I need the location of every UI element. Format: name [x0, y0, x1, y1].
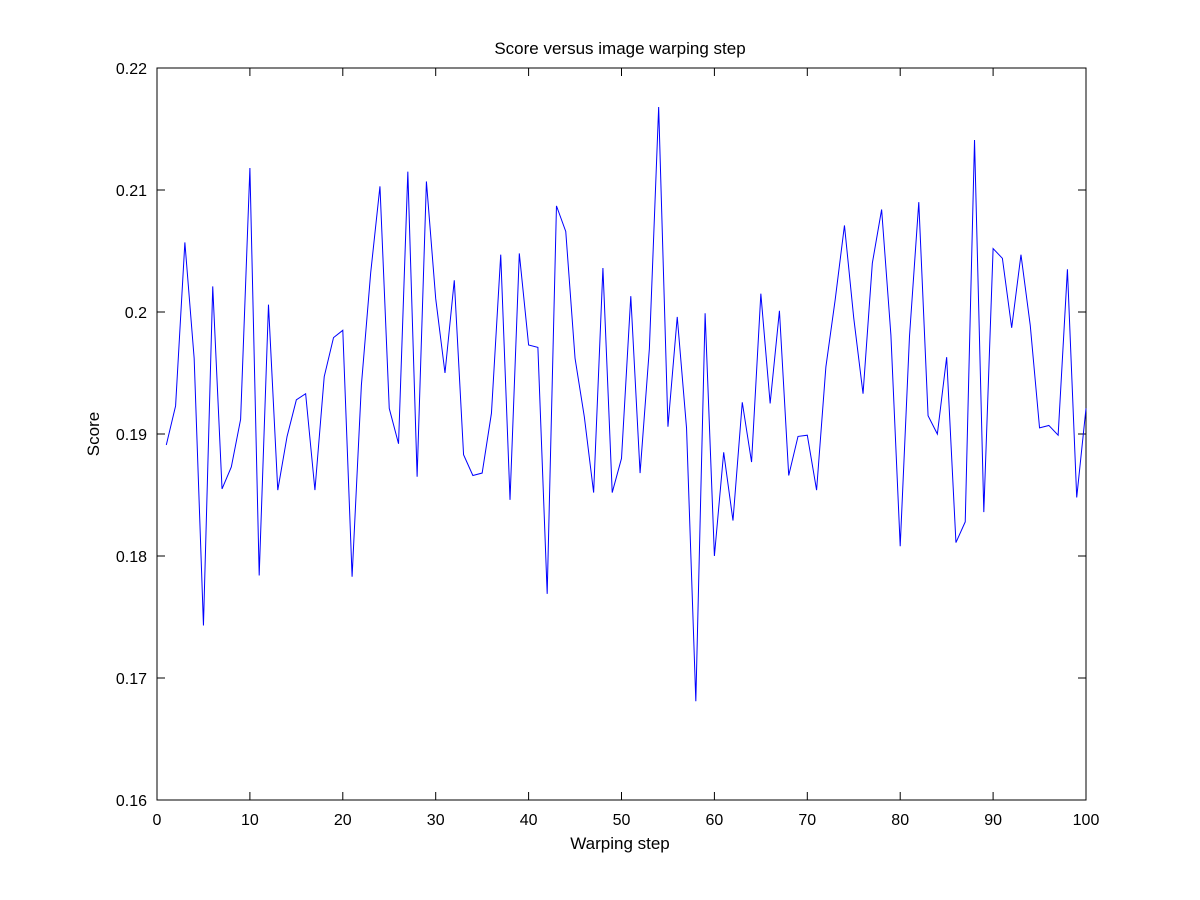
y-tick-label: 0.19	[116, 427, 147, 444]
x-axis-label: Warping step	[570, 834, 670, 853]
x-tick-label: 40	[520, 812, 538, 829]
x-tick-label: 10	[241, 812, 259, 829]
y-tick-label: 0.21	[116, 183, 147, 200]
x-tick-label: 50	[613, 812, 631, 829]
x-tick-label: 90	[984, 812, 1002, 829]
y-tick-label: 0.17	[116, 671, 147, 688]
x-tick-label: 60	[706, 812, 724, 829]
series-line	[165, 107, 1087, 702]
x-tick-label: 0	[153, 812, 162, 829]
x-tick-label: 80	[891, 812, 909, 829]
x-tick-label: 70	[798, 812, 816, 829]
y-tick-label: 0.18	[116, 549, 147, 566]
y-axis-label: Score	[84, 412, 103, 456]
y-tick-label: 0.16	[116, 793, 147, 810]
tick-labels: 0 10 20 30 40 50 60 70 80 90 100 0.16 0.17 0.18 0.19 0.…	[116, 61, 1100, 829]
x-tick-label: 30	[427, 812, 445, 829]
chart-title: Score versus image warping step	[494, 39, 745, 58]
y-tick-label: 0.22	[116, 61, 147, 78]
tick-marks	[156, 67, 1087, 801]
x-tick-label: 100	[1073, 812, 1100, 829]
y-tick-label: 0.2	[125, 305, 147, 322]
x-tick-label: 20	[334, 812, 352, 829]
